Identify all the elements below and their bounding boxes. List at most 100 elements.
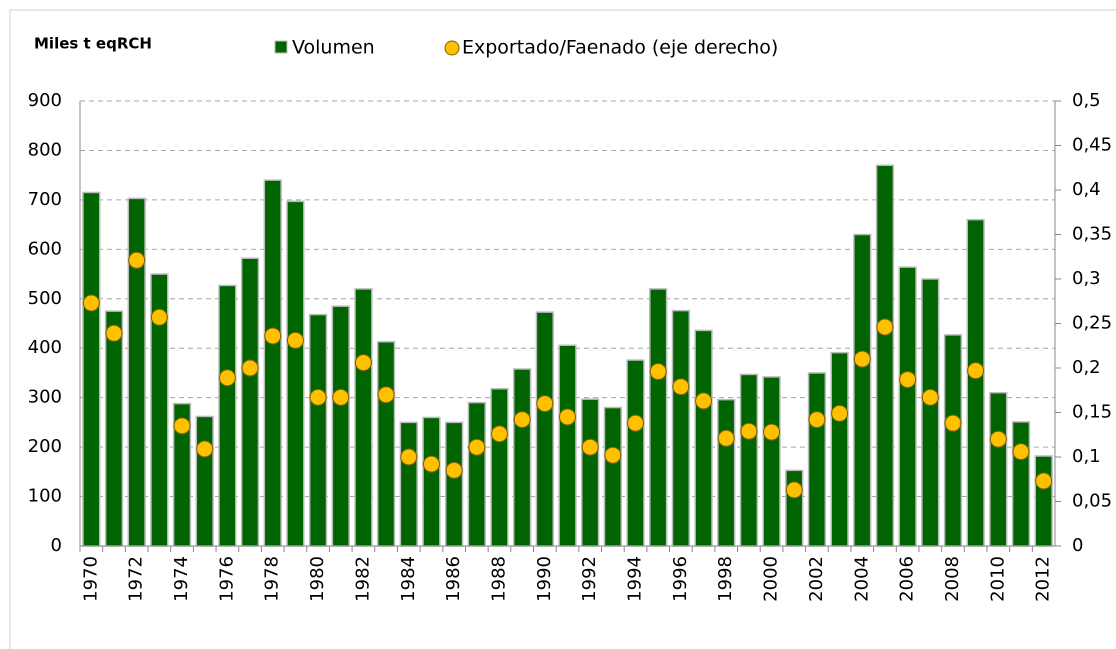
x-tick-label: 1994 — [625, 556, 646, 602]
bar — [830, 351, 849, 547]
dot — [490, 425, 508, 443]
dot — [876, 318, 894, 336]
dot — [332, 388, 350, 406]
bar — [376, 341, 396, 547]
x-tick-label: 2000 — [761, 556, 782, 602]
bar — [490, 388, 509, 547]
bar — [263, 179, 282, 547]
y-tick-label: 200 — [28, 436, 62, 457]
bar — [535, 311, 554, 547]
dot — [831, 404, 849, 422]
bar — [82, 191, 101, 547]
bar — [286, 200, 305, 547]
legend-label: Exportado/Faenado (eje derecho) — [462, 37, 778, 59]
bar — [581, 398, 600, 547]
dot — [422, 455, 440, 473]
x-tick-label: 2004 — [851, 556, 872, 602]
bar — [943, 334, 963, 547]
dot — [468, 438, 486, 456]
dot — [400, 448, 418, 466]
bar — [399, 421, 418, 547]
x-tick-label: 1992 — [579, 556, 600, 602]
x-tick-label: 2010 — [987, 556, 1008, 602]
legend-swatch — [274, 40, 288, 54]
y2-tick-label: 0,2 — [1072, 357, 1101, 378]
dot — [717, 429, 735, 447]
bar — [807, 372, 827, 547]
x-tick-label: 1984 — [398, 556, 419, 602]
y2-tick-label: 0 — [1072, 535, 1083, 556]
bar — [218, 284, 237, 547]
y2-tick-label: 0,35 — [1072, 224, 1112, 245]
bar — [626, 359, 645, 547]
dot — [536, 395, 554, 413]
dot — [513, 411, 531, 429]
bar — [989, 391, 1008, 547]
y-tick-label: 500 — [28, 288, 62, 309]
bar — [762, 376, 781, 547]
dot — [921, 388, 939, 406]
bar — [513, 368, 532, 547]
bar — [649, 288, 668, 547]
y2-tick-label: 0,5 — [1072, 90, 1101, 111]
dot — [695, 392, 713, 410]
dot — [808, 411, 826, 429]
x-tick-label: 2006 — [897, 556, 918, 602]
bar — [898, 266, 917, 547]
bar — [354, 288, 373, 547]
bar — [694, 329, 713, 547]
dot — [785, 481, 803, 499]
y2-tick-label: 0,05 — [1072, 491, 1112, 512]
x-tick-label: 1986 — [443, 556, 464, 602]
y-tick-label: 300 — [28, 387, 62, 408]
dot — [1012, 443, 1030, 461]
dot — [241, 359, 259, 377]
dot — [196, 440, 214, 458]
bar — [739, 373, 759, 547]
dot — [150, 308, 168, 326]
dot — [763, 423, 781, 441]
x-tick-label: 1974 — [171, 556, 192, 602]
x-tick-label: 2012 — [1033, 556, 1054, 602]
dot — [967, 362, 985, 380]
bar — [331, 305, 350, 547]
x-tick-label: 1980 — [307, 556, 328, 602]
dot — [445, 461, 463, 479]
y-axis-label: Miles t eqRCH — [34, 35, 152, 53]
legend-swatch — [444, 40, 460, 56]
dot — [989, 430, 1007, 448]
dot — [264, 327, 282, 345]
dot — [354, 354, 372, 372]
bar — [1034, 455, 1053, 547]
dot — [604, 446, 622, 464]
bar — [127, 197, 146, 547]
y2-tick-label: 0,3 — [1072, 268, 1101, 289]
bar — [422, 416, 441, 547]
x-tick-label: 1970 — [80, 556, 101, 602]
bar — [467, 401, 486, 547]
x-tick-label: 1998 — [715, 556, 736, 602]
bar — [603, 406, 622, 547]
legend-label: Volumen — [292, 37, 375, 59]
bar — [875, 164, 895, 547]
dot — [899, 371, 917, 389]
dot — [105, 324, 123, 342]
y-tick-label: 400 — [28, 337, 62, 358]
x-tick-label: 1982 — [352, 556, 373, 602]
x-tick-label: 1996 — [670, 556, 691, 602]
x-tick-label: 1988 — [488, 556, 509, 602]
dot — [672, 378, 690, 396]
y-tick-label: 700 — [28, 189, 62, 210]
x-tick-label: 2002 — [806, 556, 827, 602]
x-tick-label: 1990 — [534, 556, 555, 602]
y-tick-label: 0 — [51, 535, 62, 556]
dot — [581, 438, 599, 456]
bar — [717, 398, 736, 547]
y-tick-label: 100 — [28, 486, 62, 507]
y2-tick-label: 0,25 — [1072, 313, 1112, 334]
x-tick-label: 1978 — [262, 556, 283, 602]
bar — [671, 309, 691, 547]
dot — [286, 331, 304, 349]
